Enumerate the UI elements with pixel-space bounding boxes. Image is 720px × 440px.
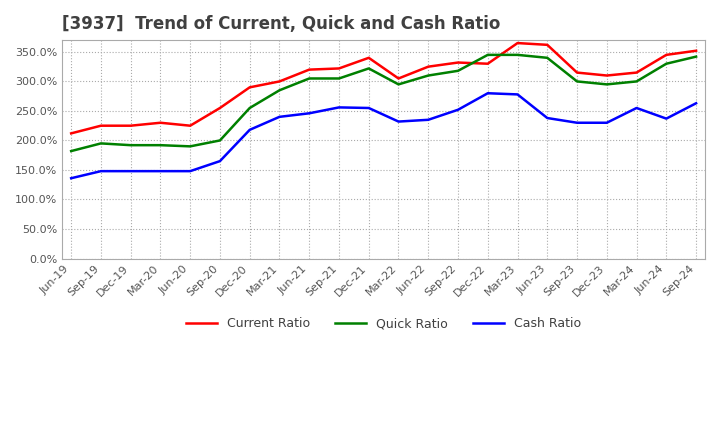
Cash Ratio <box>513 92 522 97</box>
Current Ratio <box>215 105 224 110</box>
Current Ratio <box>275 79 284 84</box>
Cash Ratio <box>335 105 343 110</box>
Current Ratio <box>424 64 433 70</box>
Cash Ratio <box>632 105 641 110</box>
Quick Ratio <box>692 54 701 59</box>
Current Ratio <box>186 123 194 128</box>
Current Ratio <box>572 70 581 75</box>
Cash Ratio <box>603 120 611 125</box>
Quick Ratio <box>632 79 641 84</box>
Current Ratio <box>305 67 313 72</box>
Current Ratio <box>632 70 641 75</box>
Legend: Current Ratio, Quick Ratio, Cash Ratio: Current Ratio, Quick Ratio, Cash Ratio <box>181 312 587 335</box>
Current Ratio <box>662 52 670 58</box>
Quick Ratio <box>662 61 670 66</box>
Cash Ratio <box>483 91 492 96</box>
Quick Ratio <box>126 143 135 148</box>
Cash Ratio <box>454 107 462 112</box>
Cash Ratio <box>67 176 76 181</box>
Cash Ratio <box>275 114 284 120</box>
Current Ratio <box>543 42 552 48</box>
Cash Ratio <box>246 127 254 132</box>
Cash Ratio <box>394 119 402 124</box>
Quick Ratio <box>572 79 581 84</box>
Current Ratio <box>126 123 135 128</box>
Quick Ratio <box>454 68 462 73</box>
Cash Ratio <box>572 120 581 125</box>
Quick Ratio <box>483 52 492 58</box>
Cash Ratio <box>186 169 194 174</box>
Quick Ratio <box>603 82 611 87</box>
Quick Ratio <box>186 144 194 149</box>
Quick Ratio <box>305 76 313 81</box>
Cash Ratio <box>96 169 105 174</box>
Quick Ratio <box>246 105 254 110</box>
Current Ratio <box>246 84 254 90</box>
Quick Ratio <box>156 143 165 148</box>
Line: Quick Ratio: Quick Ratio <box>71 55 696 151</box>
Cash Ratio <box>543 115 552 121</box>
Line: Current Ratio: Current Ratio <box>71 43 696 133</box>
Quick Ratio <box>275 88 284 93</box>
Current Ratio <box>513 40 522 46</box>
Quick Ratio <box>335 76 343 81</box>
Current Ratio <box>156 120 165 125</box>
Quick Ratio <box>424 73 433 78</box>
Current Ratio <box>692 48 701 53</box>
Quick Ratio <box>364 66 373 71</box>
Quick Ratio <box>67 148 76 154</box>
Current Ratio <box>454 60 462 65</box>
Quick Ratio <box>543 55 552 60</box>
Current Ratio <box>96 123 105 128</box>
Cash Ratio <box>215 158 224 164</box>
Cash Ratio <box>156 169 165 174</box>
Cash Ratio <box>126 169 135 174</box>
Current Ratio <box>335 66 343 71</box>
Cash Ratio <box>692 101 701 106</box>
Text: [3937]  Trend of Current, Quick and Cash Ratio: [3937] Trend of Current, Quick and Cash … <box>62 15 500 33</box>
Quick Ratio <box>96 141 105 146</box>
Quick Ratio <box>215 138 224 143</box>
Current Ratio <box>364 55 373 60</box>
Current Ratio <box>603 73 611 78</box>
Current Ratio <box>67 131 76 136</box>
Line: Cash Ratio: Cash Ratio <box>71 93 696 178</box>
Cash Ratio <box>424 117 433 122</box>
Quick Ratio <box>394 82 402 87</box>
Cash Ratio <box>305 111 313 116</box>
Cash Ratio <box>364 105 373 110</box>
Cash Ratio <box>662 116 670 121</box>
Current Ratio <box>483 61 492 66</box>
Quick Ratio <box>513 52 522 58</box>
Current Ratio <box>394 76 402 81</box>
